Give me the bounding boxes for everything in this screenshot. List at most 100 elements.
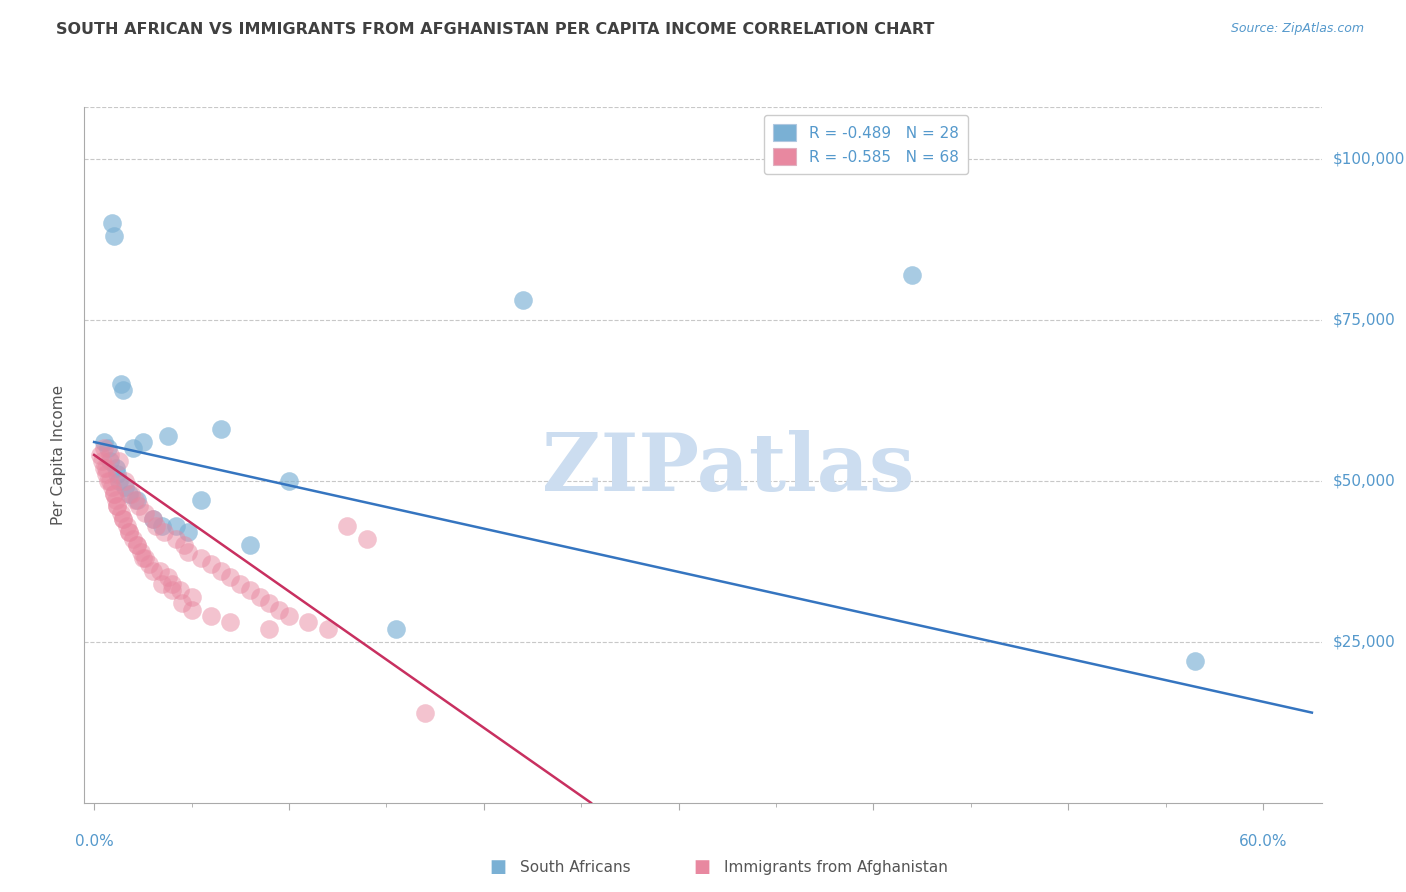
Point [118,486,141,500]
Point [118,525,141,540]
Text: 0.0%: 0.0% [75,834,114,849]
Point [97,442,120,456]
Text: Source: ZipAtlas.com: Source: ZipAtlas.com [1230,22,1364,36]
Point [104,493,127,508]
Point [89,448,111,462]
Text: ■: ■ [693,858,710,876]
Text: Immigrants from Afghanistan: Immigrants from Afghanistan [724,860,948,874]
Point [110,377,132,392]
Point [512,293,534,308]
Point [132,551,155,566]
Point [122,442,145,456]
Point [120,486,142,500]
Point [180,602,202,616]
Point [100,480,122,494]
Point [269,602,291,616]
Point [112,512,135,526]
Point [176,544,198,558]
Point [107,467,129,482]
Point [114,474,136,488]
Point [165,518,187,533]
Point [150,576,173,591]
Point [176,525,198,540]
Point [200,558,222,572]
Point [385,622,408,636]
Point [297,615,319,630]
Y-axis label: Per Capita Income: Per Capita Income [51,384,66,525]
Point [125,493,148,508]
Point [134,551,156,566]
Text: $75,000: $75,000 [1333,312,1396,327]
Point [107,500,129,514]
Point [115,518,138,533]
Legend: R = -0.489   N = 28, R = -0.585   N = 68: R = -0.489 N = 28, R = -0.585 N = 68 [765,115,967,175]
Point [93,435,115,450]
Point [90,454,112,468]
Point [356,532,378,546]
Point [229,576,252,591]
Text: 60.0%: 60.0% [1239,834,1288,849]
Point [316,622,339,636]
Point [98,474,121,488]
Point [122,532,145,546]
Point [112,512,135,526]
Point [157,570,180,584]
Point [138,558,160,572]
Point [219,570,242,584]
Point [104,460,127,475]
Point [200,609,222,624]
Point [142,512,165,526]
Point [336,518,359,533]
Text: ■: ■ [489,858,506,876]
Point [1184,654,1206,668]
Text: $50,000: $50,000 [1333,473,1396,488]
Point [190,551,212,566]
Point [142,512,165,526]
Text: $100,000: $100,000 [1333,151,1405,166]
Point [100,216,122,230]
Point [103,486,125,500]
Text: SOUTH AFRICAN VS IMMIGRANTS FROM AFGHANISTAN PER CAPITA INCOME CORRELATION CHART: SOUTH AFRICAN VS IMMIGRANTS FROM AFGHANI… [56,22,935,37]
Point [190,493,212,508]
Point [103,486,125,500]
Point [124,493,146,508]
Point [94,467,117,482]
Point [150,518,173,533]
Point [145,518,167,533]
Point [103,228,125,243]
Point [98,448,121,462]
Point [134,506,156,520]
Point [901,268,924,282]
Point [169,583,191,598]
Point [118,525,141,540]
Point [239,583,262,598]
Point [114,480,136,494]
Point [209,564,232,578]
Point [165,532,187,546]
Text: South Africans: South Africans [520,860,631,874]
Point [108,474,131,488]
Point [108,454,131,468]
Point [149,564,172,578]
Point [112,384,135,398]
Point [173,538,195,552]
Point [94,460,117,475]
Text: ZIPatlas: ZIPatlas [541,430,914,508]
Text: $25,000: $25,000 [1333,634,1396,649]
Point [209,422,232,436]
Point [128,500,150,514]
Point [98,454,121,468]
Point [415,706,437,720]
Point [110,506,132,520]
Point [132,435,155,450]
Point [153,525,176,540]
Point [249,590,271,604]
Point [278,474,301,488]
Point [93,442,115,456]
Point [107,500,129,514]
Point [125,538,148,552]
Point [160,583,183,598]
Point [93,460,115,475]
Point [170,596,193,610]
Point [180,590,202,604]
